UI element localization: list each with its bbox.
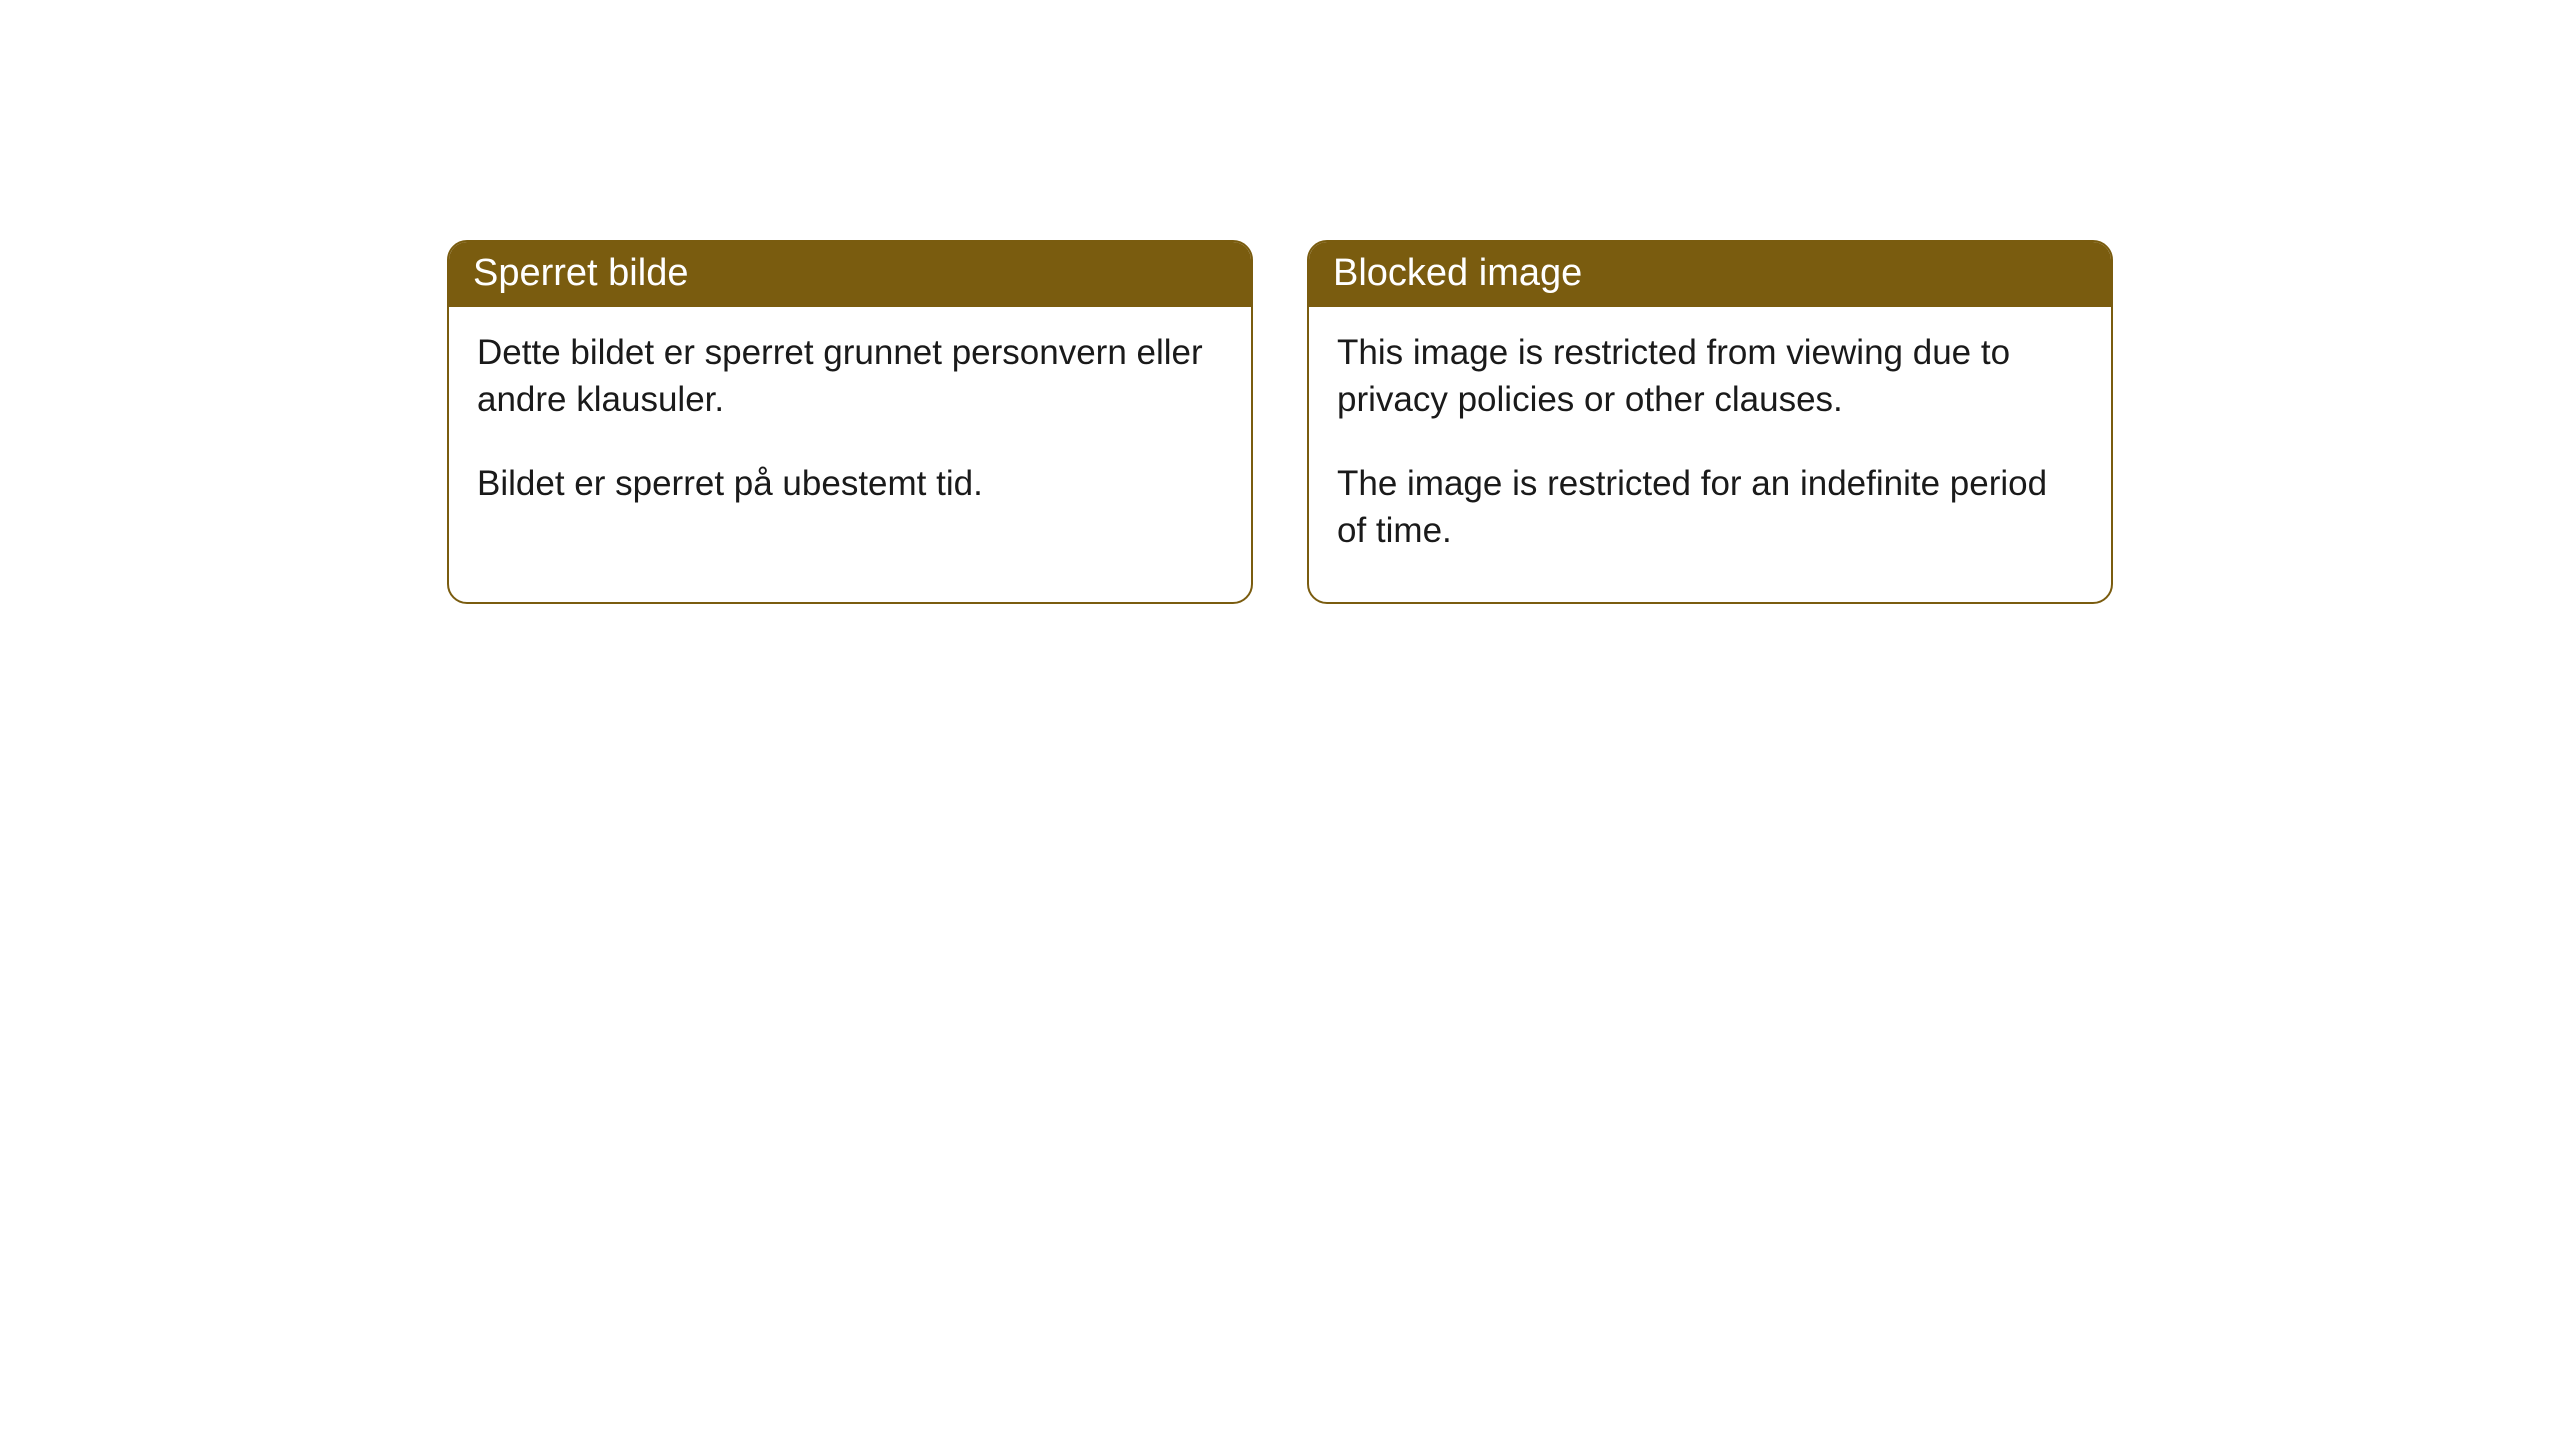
card-text-english-1: This image is restricted from viewing du… — [1337, 329, 2083, 424]
card-header-norwegian: Sperret bilde — [449, 242, 1251, 307]
card-text-english-2: The image is restricted for an indefinit… — [1337, 460, 2083, 555]
blocked-image-notices: Sperret bilde Dette bildet er sperret gr… — [447, 240, 2113, 604]
card-norwegian: Sperret bilde Dette bildet er sperret gr… — [447, 240, 1253, 604]
card-body-english: This image is restricted from viewing du… — [1309, 307, 2111, 602]
card-header-english: Blocked image — [1309, 242, 2111, 307]
card-text-norwegian-1: Dette bildet er sperret grunnet personve… — [477, 329, 1223, 424]
card-text-norwegian-2: Bildet er sperret på ubestemt tid. — [477, 460, 1223, 507]
card-body-norwegian: Dette bildet er sperret grunnet personve… — [449, 307, 1251, 555]
card-english: Blocked image This image is restricted f… — [1307, 240, 2113, 604]
